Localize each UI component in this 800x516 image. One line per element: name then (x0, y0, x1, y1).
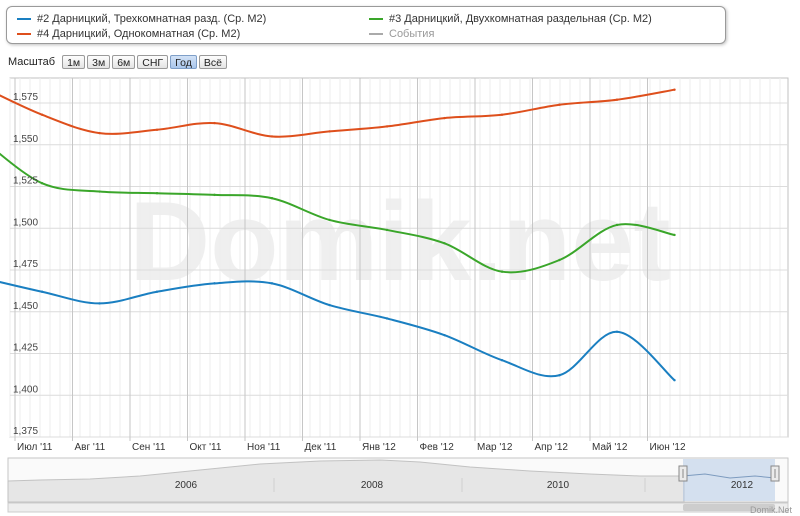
series-point (270, 282, 274, 285)
series-point (155, 290, 159, 293)
zoom-label: Масштаб (8, 56, 56, 68)
series-point (213, 121, 216, 125)
navigator[interactable]: 2006 2008 2010 2012 Domik.Net (7, 457, 793, 515)
series-point (500, 113, 504, 116)
series-point (98, 302, 101, 305)
series-point (270, 197, 274, 200)
navigator-scrollbar[interactable] (7, 502, 789, 513)
series-point (155, 192, 159, 195)
series-point (673, 233, 676, 237)
legend-label: События (389, 28, 435, 40)
series-point (155, 128, 159, 131)
y-tick-label: 1,575 (13, 92, 38, 103)
series-point (558, 258, 561, 262)
y-tick-label: 1,525 (13, 176, 38, 187)
navigator-year-label: 2010 (547, 480, 570, 491)
y-tick-label: 1,475 (13, 259, 38, 270)
series-point (443, 242, 446, 245)
axis-layer: 1,375 1,400 1,425 1,450 1,475 1,500 1,525 1,550… (13, 92, 686, 453)
series-point (500, 270, 504, 273)
series-point (385, 125, 389, 128)
series-point (673, 379, 676, 382)
zoom-6m-button[interactable]: 6м (112, 55, 136, 69)
series-point (615, 223, 619, 227)
chart-credit: Domik.Net (750, 505, 793, 515)
navigator-selection[interactable] (683, 459, 775, 501)
zoom-year-button[interactable]: Год (170, 55, 197, 69)
legend-label: #4 Дарницкий, Однокомнатная (Ср. М2) (37, 28, 241, 40)
y-tick-label: 1,400 (13, 384, 38, 395)
grid (9, 77, 789, 441)
x-tick-label: Апр '12 (535, 442, 569, 453)
legend-item-series-4[interactable]: #4 Дарницкий, Однокомнатная (Ср. М2) (17, 28, 240, 40)
y-tick-label: 1,450 (13, 301, 38, 312)
series-layer (0, 88, 676, 382)
legend-swatch-orange (17, 33, 31, 35)
series-point (615, 330, 619, 334)
series-point (40, 181, 44, 185)
series-point (385, 317, 389, 320)
legend-label: #3 Дарницкий, Двухкомнатная раздельная (… (389, 13, 652, 25)
y-tick-label: 1,500 (13, 217, 38, 228)
x-tick-label: Янв '12 (362, 442, 396, 453)
x-tick-label: Окт '11 (190, 442, 222, 453)
series-point (558, 103, 561, 106)
navigator-scrollbar-thumb[interactable] (683, 504, 775, 511)
series-point (443, 333, 446, 337)
navigator-year-label: 2008 (361, 480, 384, 491)
legend-swatch-blue (17, 18, 31, 20)
navigator-year-label: 2006 (175, 480, 198, 491)
series-point (40, 290, 44, 293)
navigator-year-label: 2012 (731, 480, 754, 491)
series-point (270, 135, 274, 138)
zoom-1m-button[interactable]: 1м (62, 55, 86, 69)
x-tick-label: Фев '12 (420, 442, 455, 453)
series-point (213, 282, 216, 285)
series-point (328, 218, 331, 222)
x-tick-label: Июл '11 (17, 442, 53, 453)
y-tick-label: 1,550 (13, 134, 38, 145)
series-point (385, 228, 389, 232)
legend-label: #2 Дарницкий, Трехкомнатная разд. (Ср. М… (37, 13, 267, 25)
series-point (673, 88, 676, 91)
legend-swatch-green (369, 18, 383, 20)
y-tick-label: 1,425 (13, 343, 38, 354)
y-tick-label: 1,375 (13, 426, 38, 437)
series-point (615, 98, 619, 101)
legend-item-series-3[interactable]: #3 Дарницкий, Двухкомнатная раздельная (… (369, 13, 652, 25)
chart-legend: #2 Дарницкий, Трехкомнатная разд. (Ср. М… (6, 6, 726, 44)
series-point (443, 116, 446, 120)
series-point (213, 193, 216, 197)
zoom-ytd-button[interactable]: СНГ (137, 55, 169, 69)
series-point (500, 358, 504, 362)
series-point (98, 131, 101, 135)
series-point (328, 303, 331, 307)
legend-item-series-2[interactable]: #2 Дарницкий, Трехкомнатная разд. (Ср. М… (17, 13, 266, 25)
x-tick-label: Май '12 (592, 442, 628, 453)
series-point (328, 130, 331, 133)
series-point (558, 374, 561, 377)
zoom-3m-button[interactable]: 3м (87, 55, 111, 69)
legend-item-events[interactable]: События (369, 28, 434, 40)
zoom-bar: Масштаб 1м 3м 6м СНГ Год Всё (8, 54, 229, 70)
series-point (40, 113, 44, 116)
x-tick-label: Ноя '11 (247, 442, 281, 453)
x-tick-label: Мар '12 (477, 442, 513, 453)
series-point (98, 190, 101, 193)
x-tick-label: Авг '11 (75, 442, 106, 453)
x-tick-label: Июн '12 (650, 442, 686, 453)
legend-swatch-gray (369, 33, 383, 35)
x-tick-label: Сен '11 (132, 442, 166, 453)
zoom-all-button[interactable]: Всё (198, 55, 227, 69)
navigator-selected-line (682, 473, 776, 479)
series-line-3 (0, 88, 675, 138)
x-tick-label: Дек '11 (305, 442, 337, 453)
